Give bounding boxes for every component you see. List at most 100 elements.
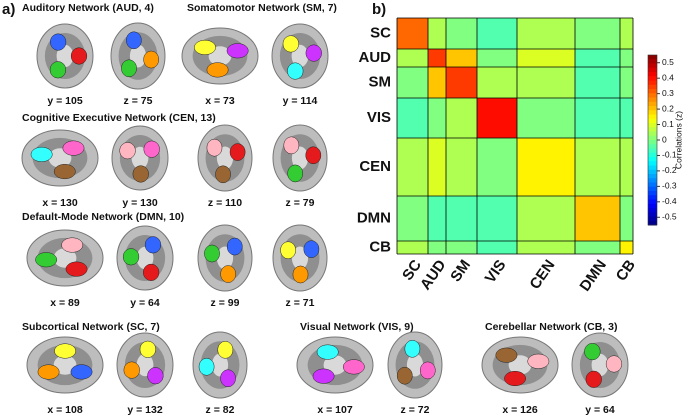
heatmap-cell: [575, 98, 620, 138]
slice-label: z = 75: [124, 95, 153, 107]
heatmap-cell: [397, 49, 428, 67]
heatmap-cell: [477, 241, 517, 254]
activation-blob: [585, 370, 602, 388]
heatmap-cell: [575, 196, 620, 241]
heatmap-cell: [428, 138, 446, 196]
colorbar-tick-label: 0.5: [662, 57, 674, 67]
activation-blob: [495, 347, 518, 363]
brain-slice: [26, 336, 104, 394]
activation-blob: [419, 361, 436, 380]
activation-blob: [305, 44, 322, 62]
heatmap-cell: [517, 241, 575, 254]
brain-slice: [272, 124, 328, 192]
activation-blob: [220, 369, 236, 388]
activation-blob: [226, 237, 243, 256]
colorbar-segment: [648, 195, 657, 200]
slice-label: y = 132: [127, 404, 162, 416]
colorbar-tick-label: 0.4: [662, 72, 674, 82]
colorbar-segment: [648, 144, 657, 149]
activation-blob: [194, 39, 216, 55]
colorbar-tick-label: -0.5: [662, 212, 677, 222]
activation-blob: [312, 368, 335, 384]
colorbar-segment: [648, 216, 657, 222]
activation-blob: [144, 236, 162, 254]
heatmap-cell: [517, 98, 575, 138]
activation-blob: [303, 240, 320, 258]
colorbar-segment: [648, 101, 657, 107]
heatmap-cell: [397, 196, 428, 241]
heatmap-cell: [575, 49, 620, 67]
heatmap-cell: [397, 98, 428, 138]
activation-blob: [584, 343, 601, 361]
colorbar-segment: [648, 152, 657, 158]
colorbar-segment: [648, 203, 657, 209]
brain-slice: [26, 229, 104, 287]
heatmap-cell: [397, 67, 428, 98]
colorbar-segment: [648, 199, 657, 205]
slice-label: x = 73: [205, 95, 235, 107]
heatmap-cell: [428, 98, 446, 138]
colorbar-tick-label: 0.3: [662, 88, 674, 98]
column-label: AUD: [417, 257, 450, 294]
colorbar-segment: [648, 89, 657, 94]
colorbar-segment: [648, 208, 657, 213]
colorbar-segment: [648, 135, 657, 141]
colorbar-segment: [648, 84, 657, 90]
colorbar-segment: [648, 157, 657, 162]
slice-label: x = 130: [42, 197, 77, 209]
colorbar-segment: [648, 80, 657, 86]
heatmap-cell: [428, 18, 446, 49]
slice-label: z = 110: [208, 197, 242, 209]
column-label: DMN: [577, 257, 611, 295]
colorbar-tick-label: 0: [662, 134, 667, 144]
activation-blob: [206, 138, 223, 157]
brain-core: [56, 44, 74, 68]
activation-blob: [54, 343, 76, 359]
heatmap-cell: [477, 98, 517, 138]
activation-blob: [30, 146, 53, 162]
row-label: SM: [369, 73, 392, 90]
heatmap-cell: [428, 49, 446, 67]
column-label: SM: [447, 257, 474, 285]
network-title: Default-Mode Network (DMN, 10): [22, 211, 184, 223]
colorbar-segment: [648, 76, 657, 81]
network-title: Cerebellar Network (CB, 3): [485, 321, 617, 333]
activation-blob: [396, 366, 413, 385]
activation-blob: [35, 252, 58, 268]
activation-blob: [198, 357, 215, 376]
network-title: Visual Network (VIS, 9): [300, 321, 414, 333]
activation-blob: [123, 361, 140, 379]
activation-blob: [122, 248, 140, 266]
slice-label: z = 79: [286, 197, 315, 209]
colorbar-segment: [648, 93, 657, 98]
brain-core: [591, 353, 609, 377]
colorbar-segment: [648, 178, 657, 183]
brain-slice: [36, 23, 94, 89]
activation-blob: [283, 136, 300, 155]
colorbar-segment: [648, 123, 657, 128]
colorbar-segment: [648, 72, 657, 77]
colorbar-segment: [648, 118, 657, 124]
activation-blob: [53, 164, 76, 180]
panel-label: b): [372, 1, 386, 18]
colorbar-segment: [648, 174, 657, 179]
heatmap-cell: [620, 67, 633, 98]
row-label: CB: [369, 238, 391, 255]
colorbar-segment: [648, 59, 657, 64]
brain-slice: [21, 129, 99, 187]
colorbar-segment: [648, 110, 657, 115]
heatmap-cell: [446, 67, 477, 98]
activation-blob: [147, 367, 164, 385]
activation-blob: [287, 164, 304, 183]
heatmap-cell: [397, 138, 428, 196]
slice-label: z = 99: [211, 297, 240, 309]
column-label: CB: [613, 257, 639, 285]
colorbar-tick-label: -0.2: [662, 165, 677, 175]
colorbar-segment: [648, 165, 657, 171]
activation-blob: [215, 165, 231, 184]
heatmap-cell: [620, 241, 633, 254]
colorbar-segment: [648, 182, 657, 188]
slice-label: z = 72: [401, 404, 430, 416]
activation-blob: [65, 261, 88, 277]
activation-blob: [49, 61, 67, 79]
